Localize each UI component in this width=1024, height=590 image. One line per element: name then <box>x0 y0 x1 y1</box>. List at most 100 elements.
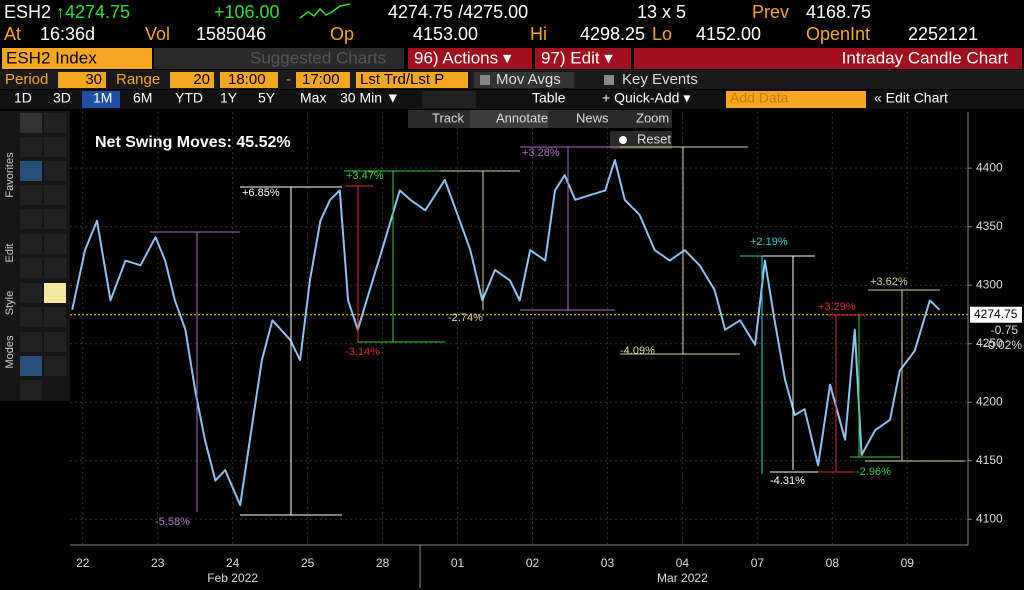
quick-add[interactable]: + Quick-Add ▾ <box>602 90 690 106</box>
y-tick-label: 4300 <box>976 277 1003 291</box>
plot: 4100 4150 4200 4250 4300 4350 4400 22 23 24 25 28 01… <box>70 112 1022 588</box>
tool[interactable] <box>20 161 42 181</box>
range-button[interactable]: 6M <box>133 90 152 106</box>
end-box[interactable] <box>296 72 350 88</box>
x-tick-label: 01 <box>451 556 465 570</box>
suggested-button[interactable] <box>154 48 404 69</box>
tool[interactable] <box>20 137 42 157</box>
mov-avgs: Mov Avgs <box>496 71 561 88</box>
x-tick-label: 09 <box>901 556 915 570</box>
period-box[interactable] <box>58 72 106 88</box>
range-button[interactable]: Max <box>300 90 326 106</box>
op: 4153.00 <box>413 24 478 44</box>
start-box[interactable] <box>220 72 278 88</box>
track[interactable]: Track <box>432 110 465 125</box>
x-tick-label: 23 <box>151 556 165 570</box>
swing-label: +3.28% <box>522 147 560 159</box>
tool[interactable] <box>44 356 66 376</box>
range-sep: - <box>286 71 291 88</box>
add-data-box[interactable] <box>726 91 866 108</box>
last-price: 4274.75 <box>974 307 1018 321</box>
range-box[interactable] <box>170 72 214 88</box>
swing-label: -3.14% <box>345 346 380 358</box>
oi: 2252121 <box>908 24 978 44</box>
tool[interactable] <box>44 185 66 205</box>
actions-button[interactable] <box>408 48 532 69</box>
x-tick-label: 02 <box>526 556 540 570</box>
range-button[interactable]: 1D <box>14 90 32 106</box>
tool[interactable] <box>44 234 66 254</box>
checkbox[interactable] <box>480 75 490 85</box>
y-tick-label: 4250 <box>976 336 1003 350</box>
range-button[interactable]: YTD <box>175 90 203 106</box>
tool[interactable] <box>44 307 66 327</box>
tool[interactable] <box>20 185 42 205</box>
security-box[interactable] <box>2 48 152 69</box>
side-tab: Modes <box>4 335 16 369</box>
tool[interactable] <box>44 161 66 181</box>
range-bar-bg <box>0 90 1024 109</box>
tool[interactable] <box>20 234 42 254</box>
security: ESH2 Index <box>6 48 97 67</box>
range-button[interactable]: 1Y <box>220 90 238 106</box>
edit-chart[interactable]: « Edit Chart <box>874 90 948 106</box>
tool[interactable] <box>44 209 66 229</box>
swing-label: -4.31% <box>770 475 805 487</box>
tool[interactable] <box>20 356 42 376</box>
reset[interactable]: Reset <box>637 131 671 146</box>
tool[interactable] <box>44 332 66 352</box>
month-label: Mar 2022 <box>657 571 708 585</box>
tool[interactable] <box>20 380 42 400</box>
news[interactable]: News <box>576 110 609 125</box>
lo-label: Lo <box>652 24 672 44</box>
price-line <box>71 159 941 507</box>
tool[interactable] <box>20 307 42 327</box>
chart-type-icons[interactable] <box>422 91 476 108</box>
y-tick-label: 4100 <box>976 511 1003 525</box>
key-events: Key Events <box>622 71 698 88</box>
tool[interactable] <box>44 113 66 133</box>
tool[interactable] <box>20 283 42 303</box>
x-tick-label: 03 <box>601 556 615 570</box>
at-label: At <box>4 24 21 44</box>
side-tab: Style <box>4 291 16 315</box>
vol: 1585046 <box>196 24 266 44</box>
interval[interactable]: 30 Min ▼ <box>340 90 400 106</box>
title-bar <box>634 48 1022 69</box>
tool[interactable] <box>20 258 42 278</box>
start: 18:00 <box>228 71 266 88</box>
table[interactable]: Table <box>532 90 566 106</box>
range-label: Range <box>116 71 160 88</box>
zoom[interactable]: Zoom <box>636 110 669 125</box>
bid-ask: 4274.75 /4275.00 <box>388 2 528 22</box>
mov-avgs-box[interactable] <box>474 72 574 88</box>
tool-palette <box>0 111 70 401</box>
tool[interactable] <box>20 209 42 229</box>
sparkline <box>299 3 351 19</box>
side-tab: Edit <box>4 244 16 263</box>
palette-bg <box>0 111 70 401</box>
price-type-box[interactable] <box>356 72 468 88</box>
tool[interactable] <box>44 137 66 157</box>
annotate[interactable]: Annotate <box>496 110 548 125</box>
range-button[interactable]: 1M <box>93 90 112 106</box>
actions: 96) Actions ▾ <box>414 48 512 67</box>
edit-button[interactable] <box>535 48 631 69</box>
swing-label: -2.74% <box>448 312 483 324</box>
tool[interactable] <box>20 332 42 352</box>
range-button[interactable]: 5Y <box>258 90 276 106</box>
period: 30 <box>85 71 102 88</box>
tool[interactable] <box>20 113 42 133</box>
tool[interactable] <box>44 283 66 303</box>
range-button[interactable]: 3D <box>53 90 71 106</box>
checkbox[interactable] <box>604 75 614 85</box>
hi: 4298.25 <box>580 24 645 44</box>
last: ↑4274.75 <box>56 2 130 22</box>
end: 17:00 <box>302 71 340 88</box>
lo: 4152.00 <box>696 24 761 44</box>
reset-icon <box>619 136 627 144</box>
prev-label: Prev <box>752 2 789 22</box>
annotate-bg <box>470 110 548 128</box>
tool[interactable] <box>44 258 66 278</box>
